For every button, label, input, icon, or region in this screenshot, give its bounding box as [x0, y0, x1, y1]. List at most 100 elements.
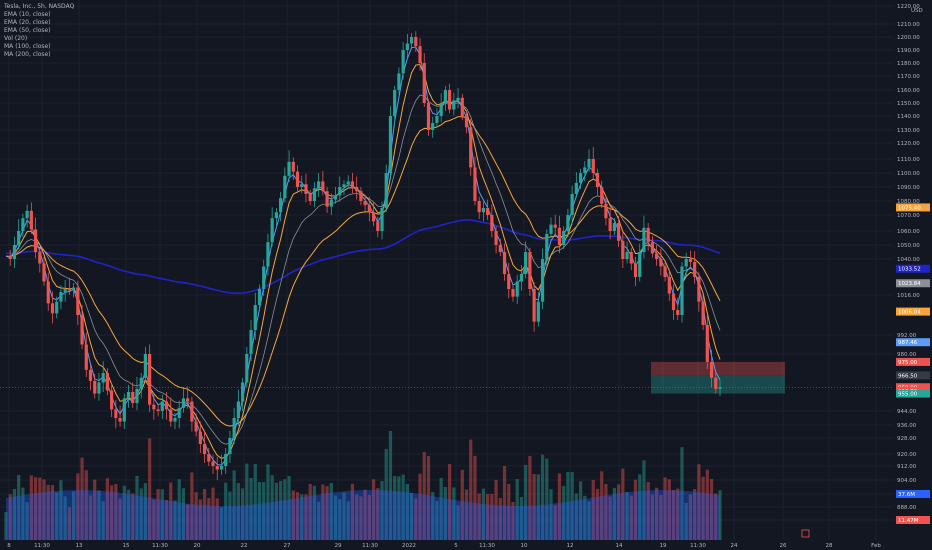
y-tick-label: 1130.00	[897, 128, 920, 134]
volume-bar	[211, 487, 215, 540]
candle-body	[388, 116, 393, 173]
currency-label: USD	[911, 8, 923, 14]
indicator-ma100[interactable]: MA (100, close)	[4, 43, 51, 50]
volume-bar	[642, 460, 646, 540]
volume-bar	[126, 489, 131, 540]
candle-body	[88, 369, 93, 381]
candle-body	[688, 259, 693, 262]
x-tick-label: 10	[521, 543, 528, 549]
volume-bar	[638, 474, 642, 540]
x-tick-label: 11:30	[362, 543, 378, 549]
volume-bar	[257, 482, 262, 540]
candle-body	[321, 181, 325, 192]
candle-body	[156, 409, 160, 411]
candle-body	[401, 50, 405, 74]
candle-body	[587, 159, 591, 168]
candle-body	[532, 289, 536, 322]
volume-bar	[490, 494, 494, 540]
candle-body	[33, 229, 38, 252]
volume-bar	[295, 492, 300, 540]
volume-bar	[443, 487, 447, 540]
y-tick-label: 1190.00	[897, 48, 920, 54]
candle-body	[80, 315, 84, 345]
volume-bar	[122, 485, 126, 540]
candle-body	[646, 227, 650, 243]
candle-body	[477, 201, 481, 213]
volume-bar	[684, 503, 688, 540]
y-tick-label: 1120.00	[897, 141, 920, 147]
take-profit-zone	[651, 375, 785, 394]
y-tick-label: 920.00	[897, 452, 917, 458]
price-badge-label: 1075.40	[898, 205, 921, 211]
volume-bar	[105, 478, 109, 540]
candle-body	[629, 252, 633, 264]
candle-body	[262, 266, 266, 289]
candle-body	[42, 263, 46, 282]
volume-bar	[304, 494, 308, 540]
candle-body	[143, 354, 148, 378]
candle-body	[152, 404, 156, 410]
volume-bar	[701, 476, 705, 540]
indicator-ema10[interactable]: EMA (10, close)	[4, 11, 51, 18]
candle-body	[283, 175, 287, 199]
candle-body	[562, 231, 566, 245]
volume-bar	[300, 494, 304, 540]
volume-bar	[224, 482, 228, 540]
candle-body	[355, 187, 359, 192]
price-badge	[896, 264, 930, 273]
candle-body	[663, 266, 667, 277]
volume-bar	[659, 495, 663, 540]
volume-bar	[59, 480, 63, 540]
candle-body	[557, 227, 562, 245]
x-tick-label: 27	[284, 543, 291, 549]
candle-body	[515, 281, 519, 297]
x-tick-label: 22	[241, 543, 248, 549]
y-tick-label: 1070.00	[897, 213, 920, 219]
x-tick-label: 15	[123, 543, 130, 549]
indicator-volume[interactable]: Vol (20)	[4, 35, 28, 42]
candle-body	[21, 218, 25, 231]
volume-bar	[456, 505, 460, 540]
y-tick-label: 1220.00	[897, 4, 920, 10]
candle-body	[617, 223, 621, 241]
candle-body	[93, 380, 97, 394]
x-tick-label: 12	[567, 543, 574, 549]
indicator-ema20[interactable]: EMA (20, close)	[4, 19, 51, 26]
candle-body	[549, 224, 553, 234]
candle-body	[536, 301, 540, 322]
candle-body	[553, 224, 557, 228]
grid	[0, 0, 893, 540]
candle-body	[97, 382, 101, 394]
volume-bar	[55, 492, 59, 540]
candle-body	[604, 203, 608, 219]
indicator-ema50[interactable]: EMA (50, close)	[4, 27, 51, 34]
volume-bar	[629, 495, 633, 540]
candle-body	[456, 97, 460, 101]
y-tick-label: 1180.00	[897, 61, 920, 67]
price-badge	[896, 307, 930, 316]
candle-body	[122, 398, 126, 422]
volume-bar	[570, 472, 574, 540]
candle-body	[215, 466, 219, 470]
volume-bar	[97, 490, 101, 540]
volume-bar	[262, 482, 266, 540]
y-tick-label: 944.00	[897, 409, 917, 415]
candle-body	[274, 212, 278, 219]
y-tick-label: 1200.00	[897, 35, 920, 41]
candle-body	[169, 409, 173, 422]
volume-bar	[528, 456, 532, 540]
volume-bar	[507, 484, 511, 540]
volume-bar	[532, 474, 536, 540]
candle-body	[266, 242, 270, 267]
volume-bar	[617, 484, 621, 540]
candle-body	[380, 208, 384, 231]
volume-bar	[384, 449, 388, 540]
candle-body	[211, 461, 215, 466]
candle-body	[312, 188, 317, 201]
indicator-ma200[interactable]: MA (200, close)	[4, 51, 51, 58]
event-marker-icon[interactable]	[801, 529, 810, 538]
x-tick-label: 11:30	[479, 543, 495, 549]
volume-bar	[646, 482, 650, 540]
y-tick-label: 928.00	[897, 436, 917, 442]
